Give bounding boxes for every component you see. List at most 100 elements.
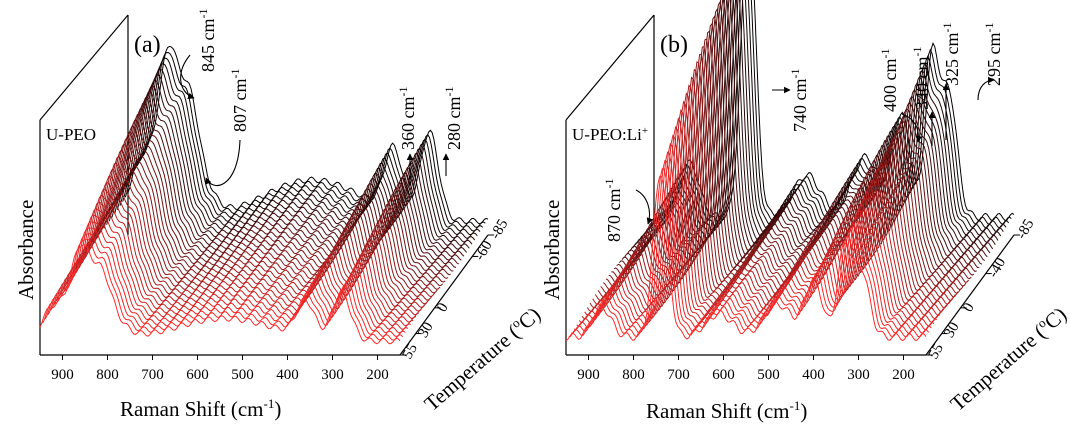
annotation-325: 325 cm-1 bbox=[940, 23, 962, 87]
spectrum-line bbox=[602, 61, 964, 291]
annotation-845: 845 cm-1 bbox=[196, 9, 218, 73]
spectrum-line bbox=[124, 51, 486, 228]
spectrum-line bbox=[90, 125, 451, 276]
x-tick-label: 900 bbox=[51, 367, 74, 383]
spectrum-line bbox=[122, 57, 484, 232]
spectrum-line bbox=[116, 68, 478, 239]
x-tick-label: 500 bbox=[231, 367, 254, 383]
x-tick-label: 600 bbox=[186, 367, 209, 383]
panel-a-frame bbox=[39, 14, 489, 356]
spectrum-line bbox=[74, 162, 436, 298]
spectrum-line bbox=[114, 73, 476, 243]
spectrum-line bbox=[71, 168, 433, 301]
x-tick-label: 700 bbox=[667, 367, 690, 383]
spectrum-line bbox=[52, 214, 414, 327]
x-tick-label: 600 bbox=[712, 367, 735, 383]
spectrum-line bbox=[84, 137, 446, 283]
x-tick-label: 800 bbox=[622, 367, 645, 383]
annotation-400-arrow bbox=[901, 113, 923, 143]
spectrum-line bbox=[47, 227, 409, 334]
x-tick-label: 200 bbox=[892, 367, 915, 383]
panel-a-y-axis-label: Absorbance bbox=[14, 200, 38, 300]
spectrum-line bbox=[581, 125, 943, 320]
x-tick-label: 200 bbox=[366, 367, 389, 383]
annotation-740: 740 cm-1 bbox=[788, 69, 810, 133]
panel-b-x-ticks: 900 800 700 600 500 400 300 200 bbox=[577, 355, 915, 383]
spectrum-line bbox=[66, 182, 428, 309]
spectrum-line bbox=[106, 90, 468, 254]
spectrum-line bbox=[565, 175, 927, 342]
z-tick-label: 0 bbox=[434, 300, 452, 314]
spectrum-line bbox=[648, 0, 1010, 229]
z-tick-label: -85 bbox=[1014, 217, 1038, 242]
panel-b-z-axis-label: Temperature (oC) bbox=[945, 301, 1070, 415]
spectrum-line bbox=[92, 119, 454, 272]
spectrum-line bbox=[55, 208, 417, 323]
spectrum-line bbox=[79, 149, 441, 290]
annotation-870-arrow bbox=[635, 189, 654, 225]
spectrum-line bbox=[42, 238, 404, 341]
annotation-845-arrow bbox=[180, 54, 195, 99]
spectrum-line bbox=[108, 84, 470, 250]
x-tick-label: 900 bbox=[577, 367, 600, 383]
panel-b: 900 800 700 600 500 400 300 200 55 300 -40-85 (b)… bbox=[540, 0, 1070, 423]
spectrum-line bbox=[95, 113, 457, 268]
spectrum-line bbox=[568, 168, 930, 338]
panel-b-label: (b) bbox=[660, 32, 688, 58]
spectrum-line bbox=[87, 131, 449, 279]
z-tick-label: -85 bbox=[488, 217, 512, 242]
z-tick-label: 55 bbox=[400, 341, 421, 362]
spectrum-line bbox=[39, 244, 401, 345]
panel-b-sample-label: U-PEO:Li+ bbox=[572, 125, 648, 144]
spectrum-line bbox=[63, 188, 425, 312]
spectrum-line bbox=[103, 96, 465, 258]
panel-b-annotations: 870 cm-1 740 cm-1 400 cm-1 340 cm-1 325 … bbox=[602, 23, 1004, 243]
x-tick-label: 300 bbox=[321, 367, 344, 383]
annotation-807: 807 cm-1 bbox=[228, 69, 250, 133]
spectrum-line bbox=[50, 221, 411, 330]
x-tick-label: 300 bbox=[847, 367, 870, 383]
panel-a-sample-label: U-PEO bbox=[46, 125, 96, 144]
panel-a-spectra bbox=[39, 45, 489, 345]
annotation-870: 870 cm-1 bbox=[602, 179, 624, 243]
spectrum-line bbox=[571, 159, 932, 334]
panel-a-x-ticks: 900 800 700 600 500 400 300 200 bbox=[51, 355, 389, 383]
z-tick-label: -40 bbox=[985, 255, 1009, 280]
spectrum-line bbox=[82, 143, 444, 287]
spectrum-line bbox=[44, 233, 406, 338]
spectrum-line bbox=[119, 63, 481, 236]
x-tick-label: 700 bbox=[141, 367, 164, 383]
spectrum-line bbox=[76, 155, 438, 294]
spectrum-line bbox=[111, 79, 473, 247]
spectrum-line bbox=[573, 151, 935, 331]
panel-a-x-axis-label: Raman Shift (cm-1) bbox=[120, 396, 281, 421]
z-tick-label: 0 bbox=[960, 300, 978, 314]
annotation-295: 295 cm-1 bbox=[982, 23, 1004, 87]
spectrum-line bbox=[98, 107, 459, 265]
panel-a-z-axis-label: Temperature (oC) bbox=[419, 301, 545, 415]
spectrum-line bbox=[68, 175, 430, 305]
z-tick-label: 30 bbox=[415, 320, 436, 341]
x-tick-label: 500 bbox=[757, 367, 780, 383]
annotation-340: 340 cm-1 bbox=[910, 47, 932, 111]
panel-a-annotations: 845 cm-1 807 cm-1 360 cm-1 280 cm-1 bbox=[180, 9, 464, 186]
spectrum-line bbox=[127, 45, 489, 225]
annotation-280: 280 cm-1 bbox=[442, 87, 464, 151]
panel-b-frame bbox=[565, 14, 1015, 356]
spectrum-line bbox=[605, 53, 967, 287]
z-tick-label: 55 bbox=[926, 341, 947, 362]
spectrum-line bbox=[100, 101, 462, 261]
x-tick-label: 800 bbox=[96, 367, 119, 383]
annotation-360: 360 cm-1 bbox=[396, 87, 418, 151]
panel-a-label: (a) bbox=[134, 32, 161, 58]
z-tick-label: -60 bbox=[472, 238, 496, 263]
annotation-400: 400 cm-1 bbox=[878, 49, 900, 113]
spectrum-line bbox=[651, 0, 1012, 225]
panel-b-spectra bbox=[565, 0, 1015, 342]
x-tick-label: 400 bbox=[802, 367, 825, 383]
annotation-807-arrow bbox=[205, 139, 241, 186]
annotation-295-arrow bbox=[977, 76, 995, 101]
